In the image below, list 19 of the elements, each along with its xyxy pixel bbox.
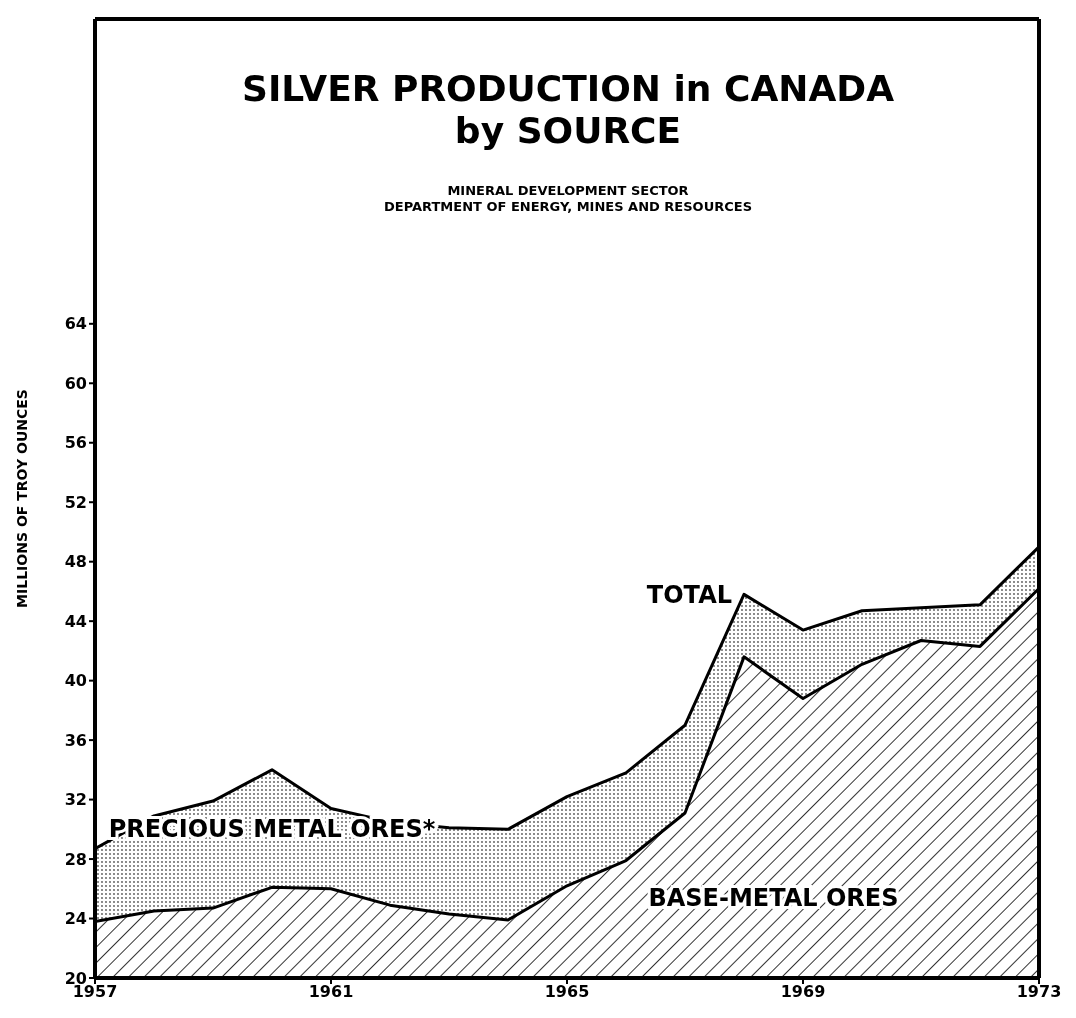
y-tick-label: 40 [64, 671, 87, 691]
y-tick-label: 52 [64, 492, 87, 512]
y-tick-label: 28 [64, 849, 87, 869]
annotation: TOTAL [646, 580, 732, 609]
y-tick-label: 32 [64, 790, 87, 810]
text: SILVER PRODUCTION in CANADA by SOURCE [241, 68, 895, 152]
x-tick-label: 1969 [780, 982, 826, 1002]
x-tick-label: 1973 [1016, 982, 1062, 1002]
y-tick-label: 24 [64, 909, 87, 929]
y-tick-label: 48 [64, 552, 87, 572]
x-tick-label: 1965 [544, 982, 590, 1002]
y-tick-label: 64 [64, 314, 87, 334]
text: MINERAL DEVELOPMENT SECTOR DEPARTMENT OF ENERGY, MINES AND RESOURCES [383, 183, 753, 215]
y-tick-label: 60 [64, 373, 87, 393]
x-tick-label: 1961 [308, 982, 354, 1002]
y-tick-label: 36 [64, 730, 87, 750]
y-tick-label: 56 [64, 433, 87, 453]
y-tick-label: 44 [64, 611, 87, 631]
y-axis-title: MILLIONS OF TROY OUNCES [13, 389, 30, 608]
